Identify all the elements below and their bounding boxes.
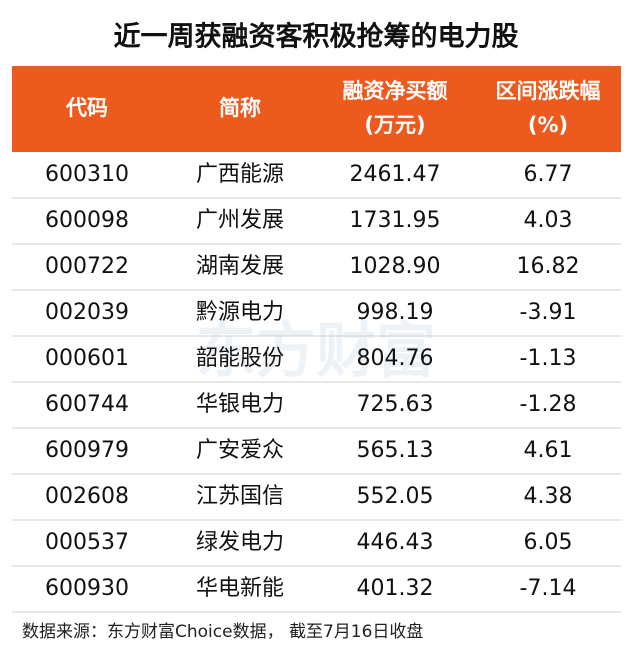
table-cell: 华电新能: [196, 576, 284, 601]
table-cell: 2461.47: [350, 162, 441, 187]
table-cell: 401.32: [357, 576, 434, 601]
table-cell: 广西能源: [196, 162, 284, 187]
header-cell: 区间涨跌幅: [496, 79, 601, 103]
table-cell: 绿发电力: [196, 530, 284, 555]
table-cell: 600744: [45, 392, 129, 417]
table-cell: 湖南发展: [196, 254, 284, 279]
table-cell: 002608: [45, 484, 129, 509]
table-cell: 4.38: [524, 484, 573, 509]
table-cell: 广安爱众: [196, 438, 284, 463]
table-cell: 华银电力: [196, 392, 284, 417]
table-cell: 552.05: [357, 484, 434, 509]
header-band: [12, 66, 621, 152]
table-cell: 韶能股份: [196, 346, 284, 371]
table-cell: 广州发展: [196, 208, 284, 233]
header-cell: 简称: [219, 96, 261, 120]
watermark: 东方财富: [196, 317, 436, 387]
table-cell: 565.13: [357, 438, 434, 463]
table-cell: -1.28: [520, 392, 577, 417]
table-cell: 000537: [45, 530, 129, 555]
table-cell: 4.03: [524, 208, 573, 233]
table-cell: 江苏国信: [196, 484, 284, 509]
header-cell: 代码: [65, 96, 108, 120]
table-cell: 000722: [45, 254, 129, 279]
table-cell: 600979: [45, 438, 129, 463]
header-cell: (%): [528, 113, 568, 137]
table-cell: 000601: [45, 346, 129, 371]
table-cell: -7.14: [520, 576, 577, 601]
table-cell: 600310: [45, 162, 129, 187]
table-cell: 002039: [45, 300, 129, 325]
table-cell: 446.43: [357, 530, 434, 555]
header-cell: 融资净买额: [343, 79, 448, 103]
table-cell: 4.61: [524, 438, 573, 463]
table-cell: 600930: [45, 576, 129, 601]
table-cell: 725.63: [357, 392, 434, 417]
table-cell: -3.91: [520, 300, 577, 325]
table-cell: 998.19: [357, 300, 434, 325]
table-cell: 804.76: [357, 346, 434, 371]
table-cell: 6.05: [524, 530, 573, 555]
table-cell: 6.77: [524, 162, 573, 187]
table-cell: 600098: [45, 208, 129, 233]
source-note: 数据来源：东方财富Choice数据， 截至7月16日收盘: [22, 622, 423, 642]
table-cell: -1.13: [520, 346, 577, 371]
table-cell: 1731.95: [350, 208, 441, 233]
table-cell: 16.82: [517, 254, 580, 279]
header-cell: (万元): [364, 113, 425, 137]
table-cell: 黔源电力: [196, 300, 284, 325]
title: 近一周获融资客积极抢筹的电力股: [114, 21, 519, 53]
table-cell: 1028.90: [350, 254, 441, 279]
